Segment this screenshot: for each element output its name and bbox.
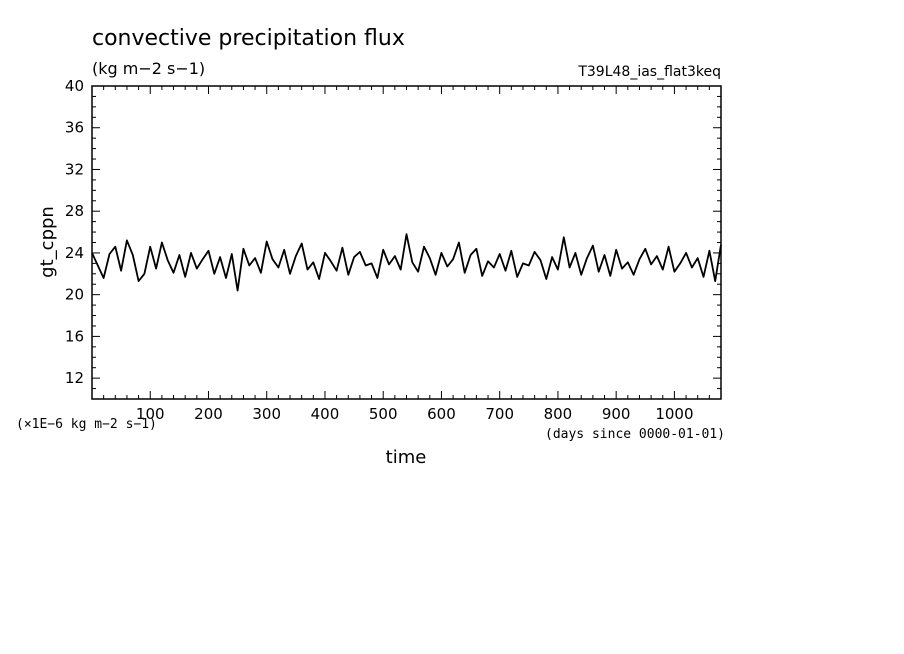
x-axis-ticks — [103, 86, 722, 399]
y-tick-label: 24 — [65, 244, 84, 262]
x-tick-label: 1000 — [655, 405, 693, 423]
y-tick-label: 32 — [65, 160, 84, 178]
y-tick-label: 20 — [65, 286, 84, 304]
x-tick-label: 400 — [311, 405, 340, 423]
x-tick-label: 200 — [194, 405, 223, 423]
plot-frame — [91, 85, 722, 400]
x-tick-label: 900 — [602, 405, 631, 423]
x-tick-label: 600 — [427, 405, 456, 423]
y-tick-label: 12 — [65, 369, 84, 387]
chart-units: (kg m−2 s−1) — [92, 59, 205, 78]
y-axis-ticks — [92, 85, 721, 400]
x-axis-label: time — [386, 447, 427, 468]
y-tick-label: 40 — [65, 77, 84, 95]
x-tick-label: 800 — [544, 405, 573, 423]
y-axis-label: gt_cppn — [37, 206, 58, 278]
y-tick-label: 16 — [65, 327, 84, 345]
y-scale-note: (×1E−6 kg m−2 s−1) — [16, 417, 157, 432]
x-tick-label: 100 — [136, 405, 165, 423]
series-line — [91, 233, 722, 292]
x-tick-label: 300 — [252, 405, 281, 423]
y-axis-tick-labels: 12 16 20 24 28 32 36 40 — [65, 77, 84, 387]
experiment-label: T39L48_ias_flat3keq — [577, 64, 721, 80]
x-axis-units: (days since 0000-01-01) — [545, 427, 725, 442]
y-tick-label: 28 — [65, 202, 84, 220]
x-tick-label: 500 — [369, 405, 398, 423]
y-tick-label: 36 — [65, 119, 84, 137]
x-axis-tick-labels: 100 200 300 400 500 600 700 800 900 1000 — [136, 405, 694, 423]
chart-title: convective precipitation flux — [92, 26, 405, 51]
x-tick-label: 700 — [485, 405, 514, 423]
